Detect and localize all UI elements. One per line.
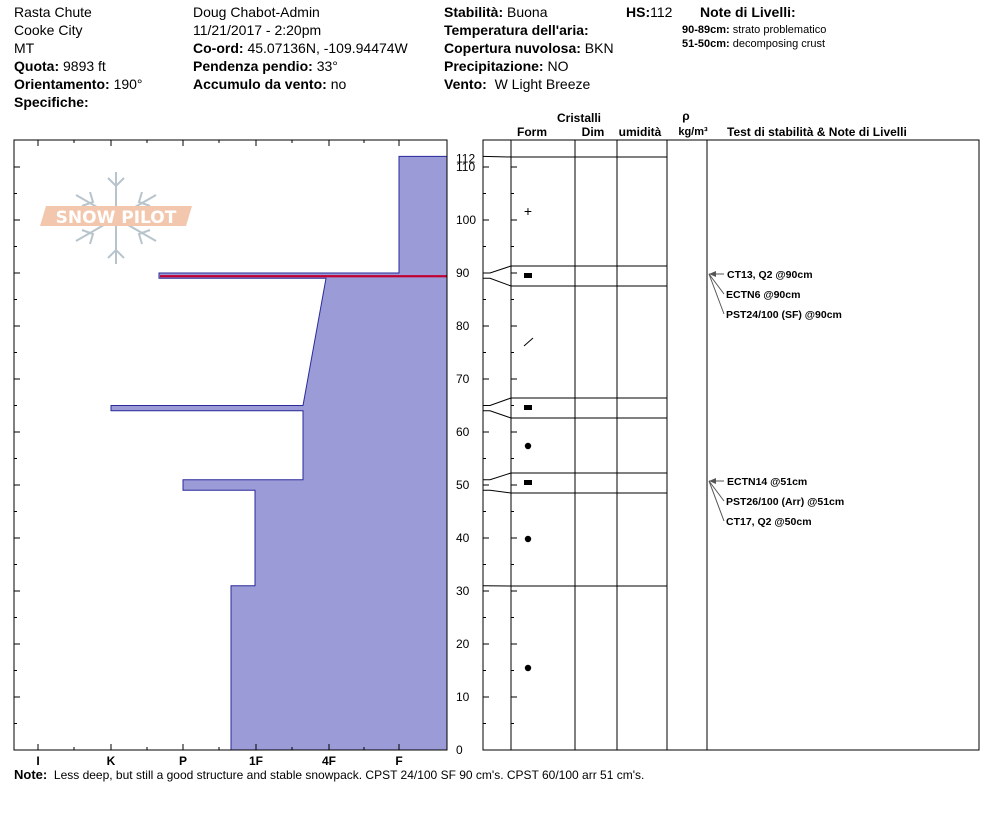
depth-tick-label: 70 [456, 372, 470, 386]
stability-tests: CT13, Q2 @90cm ECTN6 @90cm PST24/100 (SF) … [708, 269, 844, 528]
stability: Stabilità: Buona [444, 4, 548, 20]
layer-notes-title: Note di Livelli: [700, 4, 796, 20]
wind-loading: Accumulo da vento: no [193, 76, 347, 92]
col-form: Form [517, 125, 547, 139]
grain-symbol-slash [523, 337, 534, 347]
datetime: 11/21/2017 - 2:20pm [193, 22, 322, 38]
cloud-cover: Copertura nuvolosa: BKN [444, 40, 614, 56]
grain-symbol-crust [524, 480, 532, 485]
crust-layer-90 [160, 275, 447, 278]
slope-angle: Pendenza pendio: 33° [193, 58, 338, 74]
layer-note-2: 51-50cm: decomposing crust [682, 38, 826, 50]
depth-tick-label: 20 [456, 637, 470, 651]
layer-connector [483, 410, 512, 419]
col-rho: ρ [682, 109, 689, 123]
hardness-label: 1F [249, 754, 263, 768]
logo-text: SNOW PILOT [56, 208, 177, 228]
precipitation: Precipitazione: NO [444, 58, 569, 74]
left-ticks [14, 140, 400, 751]
layer-connector [482, 155, 512, 158]
stability-test-label: ECTN6 @90cm [726, 289, 800, 301]
hardness-axis-labels: I K P 1F 4F F [36, 754, 402, 768]
observer: Doug Chabot-Admin [193, 4, 320, 20]
location-name: Rasta Chute [14, 4, 92, 20]
grain-symbol-rounded [524, 442, 532, 450]
stability-test-label: PST24/100 (SF) @90cm [726, 309, 842, 321]
layer-connector [483, 265, 512, 274]
grain-symbol-rounded [524, 535, 532, 543]
aspect: Orientamento: 190° [14, 76, 143, 92]
specifics: Specifiche: [14, 94, 89, 110]
location-state: MT [14, 40, 35, 56]
stability-test-arrow [708, 273, 725, 315]
coordinates: Co-ord: 45.07136N, -109.94474W [193, 40, 408, 56]
location-area: Cooke City [14, 22, 83, 38]
depth-tick-label: 50 [456, 478, 470, 492]
depth-top-label: 112 [456, 151, 475, 165]
wind: Vento: W Light Breeze [444, 76, 591, 92]
arrow-head [709, 478, 716, 484]
stability-test-label: PST26/100 (Arr) @51cm [726, 496, 844, 508]
arrow-head [709, 271, 716, 277]
depth-tick-label: 10 [456, 690, 470, 704]
depth-tick-label: 100 [456, 213, 476, 227]
stability-test-arrow [708, 480, 725, 502]
depth-tick-label: 60 [456, 425, 470, 439]
depth-tick-label: 110 [456, 160, 475, 174]
hardness-label: F [395, 754, 402, 768]
right-ticks [483, 166, 517, 751]
stability-test-arrow [708, 480, 725, 522]
grain-forms: + [523, 203, 534, 672]
layer-note-1: 90-89cm: strato problematico [682, 24, 827, 36]
stability-test-label: ECTN14 @51cm [727, 476, 807, 488]
elevation: Quota: 9893 ft [14, 58, 106, 74]
col-cristalli: Cristalli [557, 111, 601, 125]
layer-connector [483, 472, 512, 481]
layer-connector [483, 397, 512, 406]
layer-boundaries [482, 155, 667, 587]
col-umidita: umidità [619, 125, 662, 139]
depth-tick-label: 40 [456, 531, 470, 545]
footer-note: Note: Less deep, but still a good struct… [14, 767, 645, 782]
stability-test-label: CT13, Q2 @90cm [727, 269, 813, 281]
col-dim: Dim [582, 125, 605, 139]
grain-symbol-crust [524, 405, 532, 410]
hardness-label: K [107, 754, 116, 768]
grain-symbol-crust [524, 273, 532, 278]
depth-tick-label: 0 [456, 743, 463, 757]
hardness-label: 4F [322, 754, 336, 768]
depth-tick-label: 30 [456, 584, 470, 598]
hardness-label: P [179, 754, 187, 768]
grain-symbol-plus: + [524, 203, 532, 219]
snowpilot-logo: SNOW PILOT [40, 172, 192, 264]
hardness-profile-area [110, 155, 448, 751]
layer-connector [483, 489, 512, 494]
air-temperature: Temperatura dell'aria: [444, 22, 589, 38]
depth-tick-label: 80 [456, 319, 470, 333]
hardness-plot-frame [13, 139, 448, 751]
layers-table-frame [482, 139, 980, 751]
depth-tick-label: 90 [456, 266, 470, 280]
snow-height: HS:112 [626, 4, 673, 20]
grain-symbol-rounded [524, 664, 532, 672]
col-density-unit: kg/m³ [678, 126, 708, 138]
layer-connector [483, 277, 512, 287]
col-tests: Test di stabilità & Note di Livelli [727, 125, 907, 139]
stability-test-label: CT17, Q2 @50cm [726, 516, 812, 528]
stability-test-arrow [708, 273, 725, 295]
hardness-label: I [36, 754, 39, 768]
